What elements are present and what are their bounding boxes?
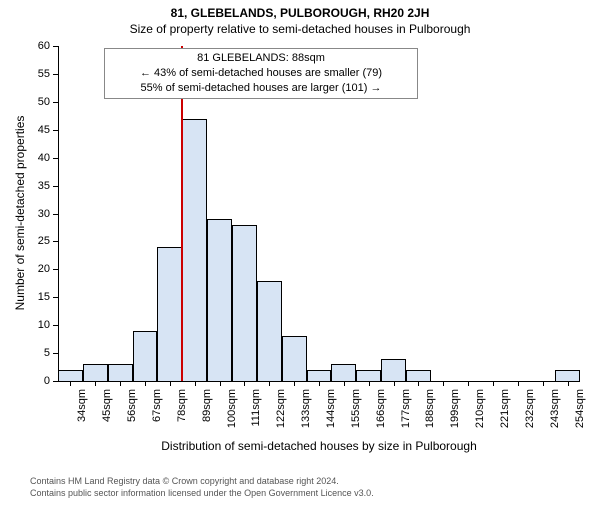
y-tick-label: 20 [26, 263, 50, 275]
x-tick-label: 221sqm [499, 389, 511, 439]
y-tick-mark [53, 130, 58, 131]
x-tick-mark [95, 381, 96, 386]
x-tick-mark [344, 381, 345, 386]
footer-line-2: Contains public sector information licen… [30, 488, 374, 500]
histogram-bar [356, 370, 381, 381]
y-tick-mark [53, 158, 58, 159]
y-tick-label: 0 [26, 375, 50, 387]
y-tick-mark [53, 186, 58, 187]
annotation-box: 81 GLEBELANDS: 88sqm ← 43% of semi-detac… [104, 48, 418, 99]
x-tick-mark [70, 381, 71, 386]
x-tick-label: 78sqm [176, 389, 188, 439]
histogram-bar [232, 225, 257, 381]
x-tick-label: 45sqm [101, 389, 113, 439]
x-tick-mark [319, 381, 320, 386]
histogram-bar [83, 364, 108, 381]
y-tick-mark [53, 74, 58, 75]
histogram-bar [108, 364, 133, 381]
histogram-bar [58, 370, 83, 381]
x-tick-mark [468, 381, 469, 386]
x-tick-mark [145, 381, 146, 386]
x-tick-label: 100sqm [226, 389, 238, 439]
x-tick-label: 210sqm [474, 389, 486, 439]
y-tick-mark [53, 241, 58, 242]
footer-attribution: Contains HM Land Registry data © Crown c… [30, 476, 374, 499]
y-axis-label: Number of semi-detached properties [13, 103, 27, 323]
histogram-bar [406, 370, 431, 381]
histogram-bar [182, 119, 207, 381]
y-tick-mark [53, 297, 58, 298]
x-tick-label: 89sqm [201, 389, 213, 439]
x-tick-mark [518, 381, 519, 386]
x-tick-mark [443, 381, 444, 386]
y-tick-label: 25 [26, 235, 50, 247]
histogram-bar [307, 370, 332, 381]
y-tick-label: 5 [26, 347, 50, 359]
y-tick-label: 10 [26, 319, 50, 331]
histogram-bar [207, 219, 232, 381]
x-tick-label: 67sqm [151, 389, 163, 439]
x-tick-label: 155sqm [350, 389, 362, 439]
x-tick-label: 56sqm [126, 389, 138, 439]
annotation-line-3: 55% of semi-detached houses are larger (… [111, 81, 411, 96]
x-tick-mark [220, 381, 221, 386]
x-tick-mark [369, 381, 370, 386]
x-tick-label: 188sqm [424, 389, 436, 439]
x-tick-mark [568, 381, 569, 386]
histogram-bar [381, 359, 406, 381]
y-tick-mark [53, 381, 58, 382]
y-tick-label: 60 [26, 40, 50, 52]
footer-line-1: Contains HM Land Registry data © Crown c… [30, 476, 374, 488]
x-tick-label: 133sqm [300, 389, 312, 439]
x-tick-label: 177sqm [400, 389, 412, 439]
x-tick-mark [195, 381, 196, 386]
y-tick-mark [53, 353, 58, 354]
y-axis-spine [58, 46, 59, 381]
y-tick-mark [53, 269, 58, 270]
y-tick-mark [53, 214, 58, 215]
x-tick-label: 144sqm [325, 389, 337, 439]
x-tick-label: 122sqm [275, 389, 287, 439]
histogram-bar [555, 370, 580, 381]
x-tick-mark [170, 381, 171, 386]
x-tick-label: 166sqm [375, 389, 387, 439]
y-tick-label: 55 [26, 68, 50, 80]
y-tick-label: 40 [26, 152, 50, 164]
histogram-bar [157, 247, 182, 381]
y-tick-mark [53, 46, 58, 47]
y-tick-label: 50 [26, 96, 50, 108]
x-tick-mark [120, 381, 121, 386]
y-tick-mark [53, 102, 58, 103]
x-tick-mark [294, 381, 295, 386]
x-tick-label: 111sqm [250, 389, 262, 439]
x-tick-mark [418, 381, 419, 386]
supertitle: 81, GLEBELANDS, PULBOROUGH, RH20 2JH [0, 6, 600, 20]
x-tick-label: 34sqm [76, 389, 88, 439]
x-axis-label: Distribution of semi-detached houses by … [58, 439, 580, 453]
x-tick-mark [543, 381, 544, 386]
chart-title: Size of property relative to semi-detach… [0, 22, 600, 36]
histogram-bar [133, 331, 158, 381]
x-tick-mark [493, 381, 494, 386]
annotation-line-1: 81 GLEBELANDS: 88sqm [111, 51, 411, 66]
x-tick-mark [269, 381, 270, 386]
histogram-bar [282, 336, 307, 381]
y-tick-label: 45 [26, 124, 50, 136]
x-tick-mark [244, 381, 245, 386]
x-tick-label: 199sqm [449, 389, 461, 439]
x-tick-label: 232sqm [524, 389, 536, 439]
histogram-bar [331, 364, 356, 381]
histogram-bar [257, 281, 282, 382]
x-tick-label: 243sqm [549, 389, 561, 439]
y-tick-label: 15 [26, 291, 50, 303]
annotation-line-2: ← 43% of semi-detached houses are smalle… [111, 66, 411, 81]
x-tick-mark [394, 381, 395, 386]
y-tick-mark [53, 325, 58, 326]
y-tick-label: 30 [26, 208, 50, 220]
y-tick-label: 35 [26, 180, 50, 192]
chart-container: 81, GLEBELANDS, PULBOROUGH, RH20 2JH Siz… [0, 6, 600, 506]
x-tick-label: 254sqm [574, 389, 586, 439]
